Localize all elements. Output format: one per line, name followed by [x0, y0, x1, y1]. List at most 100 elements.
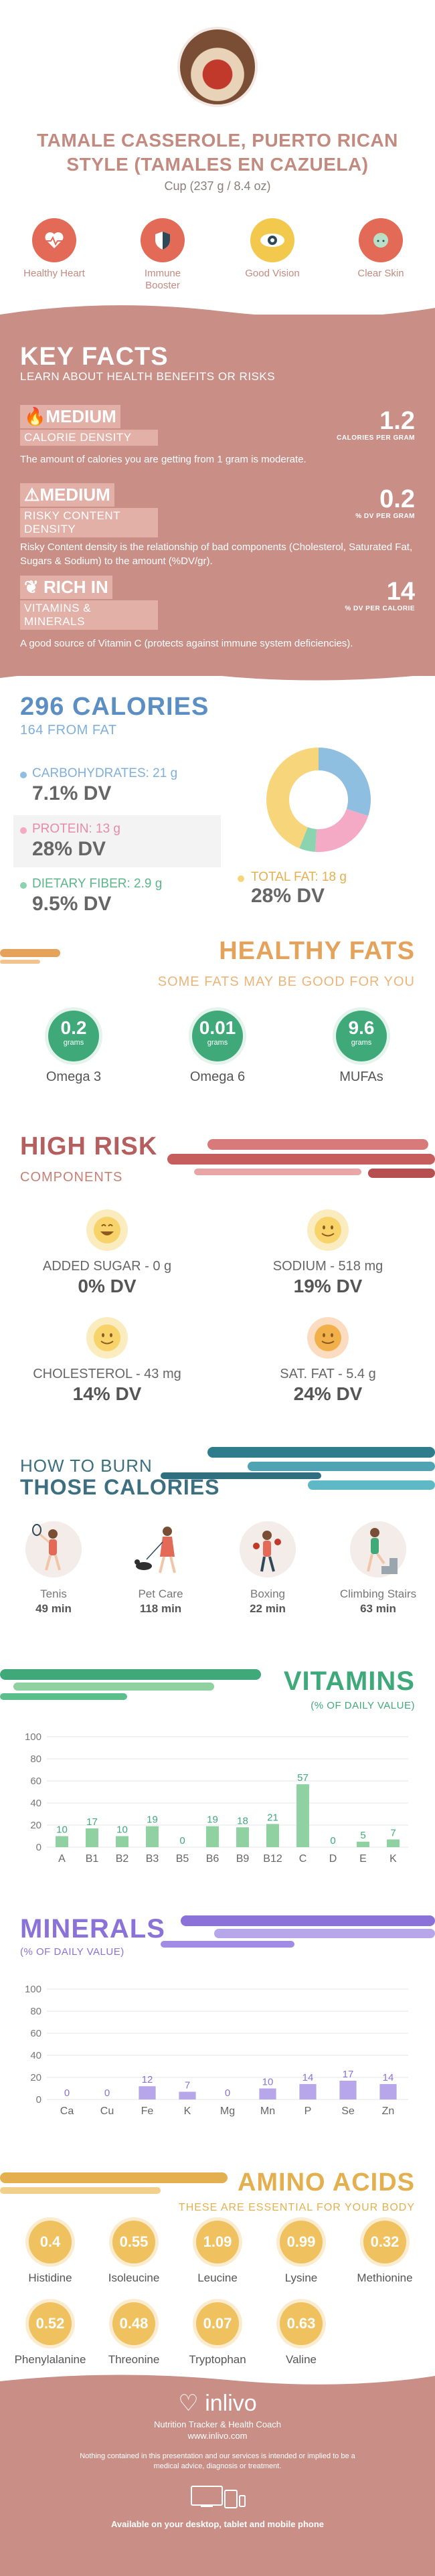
- amino-name: Isoleucine: [108, 2271, 160, 2284]
- heart-logo-icon: ♡: [178, 2391, 205, 2416]
- bar-value-label: 10: [262, 2077, 274, 2088]
- decorative-stripes: [0, 2172, 228, 2194]
- bar-value-label: 0: [104, 2087, 110, 2099]
- calories-title: 296 CALORIES: [20, 693, 209, 721]
- legend-dot: [20, 827, 27, 834]
- eye-icon: [250, 218, 294, 262]
- benefit-label: Good Vision: [245, 268, 300, 279]
- smile-icon: [86, 1317, 128, 1359]
- legend-dot: [20, 772, 27, 778]
- x-tick-label: C: [299, 1853, 307, 1865]
- bar-value-label: 5: [360, 1830, 365, 1841]
- key-facts-title: KEY FACTS: [20, 343, 169, 371]
- amino-lysine: 0.99 Lysine: [261, 2221, 341, 2285]
- fact-description: Risky Content density is the relationshi…: [20, 541, 413, 567]
- fact-risky-content: ⚠MEDIUM RISKY CONTENT DENSITY Risky Cont…: [20, 483, 415, 568]
- amino-name: Leucine: [197, 2271, 238, 2284]
- bar-value-label: 10: [116, 1824, 128, 1836]
- footer-url[interactable]: www.inlivo.com: [187, 2431, 248, 2441]
- amino-badge: 0.52: [29, 2302, 72, 2345]
- x-tick-label: Zn: [382, 2106, 395, 2117]
- footer-disclaimer: Nothing contained in this presentation a…: [80, 2452, 355, 2470]
- bar-Zn: [379, 2083, 397, 2099]
- x-tick-label: Ca: [60, 2106, 74, 2117]
- y-tick-label: 60: [30, 2028, 41, 2039]
- fact-value: 14 % DV PER CALORIE: [345, 578, 415, 612]
- amino-badge: 0.55: [112, 2221, 155, 2263]
- fact-description: The amount of calories you are getting f…: [20, 454, 307, 465]
- healthy-fats-subtitle: SOME FATS MAY BE GOOD FOR YOU: [157, 974, 415, 989]
- bar-B6: [206, 1826, 219, 1847]
- x-tick-label: B6: [206, 1853, 220, 1865]
- bar-value-label: 0: [179, 1835, 185, 1847]
- bar-value-label: 18: [237, 1815, 248, 1826]
- x-tick-label: Mn: [260, 2106, 275, 2117]
- amino-name: Valine: [286, 2353, 317, 2366]
- heart-icon: [32, 218, 76, 262]
- x-tick-label: Se: [341, 2106, 355, 2117]
- fire-icon: 🔥: [24, 406, 46, 426]
- macro-dietary-fiber: DIETARY FIBER: 2.9 g 9.5% DV: [13, 870, 221, 922]
- bar-Se: [339, 2080, 357, 2099]
- minerals-title: MINERALS: [20, 1914, 165, 1944]
- fact-category: CALORIE DENSITY: [20, 430, 158, 446]
- footer-available: Available on your desktop, tablet and mo…: [110, 2519, 325, 2529]
- x-tick-label: B1: [86, 1853, 99, 1865]
- amino-badge: 0.99: [280, 2221, 323, 2263]
- bar-value-label: 10: [56, 1824, 68, 1836]
- benefit-clear-skin: Clear Skin: [344, 218, 418, 280]
- footer: ♡ inlivo Nutrition Tracker & Health Coac…: [0, 2386, 435, 2576]
- bar-K: [179, 2091, 196, 2099]
- bar-value-label: 0: [330, 1835, 335, 1847]
- x-tick-label: B9: [236, 1853, 250, 1865]
- amino-name: Histidine: [28, 2271, 72, 2284]
- x-tick-label: K: [389, 1853, 397, 1865]
- donut-slice-carbohydrates: [319, 748, 371, 817]
- x-tick-label: B3: [146, 1853, 159, 1865]
- fact-value: 1.2 CALORIES PER GRAM: [337, 407, 415, 442]
- donut-slice-protein: [315, 808, 369, 852]
- benefit-healthy-heart: Healthy Heart: [17, 218, 91, 280]
- leaf-icon: ❦: [24, 577, 44, 597]
- amino-phenylalanine: 0.52 Phenylalanine: [10, 2302, 90, 2367]
- face-icon: [359, 218, 403, 262]
- benefit-good-vision: Good Vision: [236, 218, 309, 280]
- fat-mufas: 9.6 grams MUFAs: [315, 1011, 408, 1085]
- y-tick-label: 0: [36, 2094, 41, 2106]
- fat-omega-6: 0.01 grams Omega 6: [171, 1011, 264, 1085]
- footer-brand[interactable]: ♡ inlivo: [178, 2391, 257, 2416]
- bar-E: [357, 1841, 369, 1847]
- footer-tagline: Nutrition Tracker & Health Coach: [153, 2419, 282, 2429]
- amino-badge: 0.4: [29, 2221, 72, 2263]
- x-tick-label: K: [184, 2106, 191, 2117]
- y-tick-label: 80: [30, 2006, 41, 2017]
- amino-name: Threonine: [108, 2353, 160, 2366]
- serving-size: Cup (237 g / 8.4 oz): [164, 179, 271, 193]
- x-tick-label: E: [359, 1853, 367, 1865]
- decorative-stripes: [0, 949, 60, 964]
- bar-B3: [146, 1826, 159, 1847]
- legend-dot: [20, 882, 27, 889]
- amino-badge: 1.09: [196, 2221, 239, 2263]
- x-tick-label: B12: [263, 1853, 282, 1865]
- macro-donut-chart: [266, 748, 371, 852]
- fat-omega-3: 0.2 grams Omega 3: [27, 1011, 120, 1085]
- smile-icon: [307, 1209, 349, 1251]
- fact-level: 🔥MEDIUM: [20, 405, 120, 428]
- amino-threonine: 0.48 Threonine: [94, 2302, 174, 2367]
- benefit-label: Clear Skin: [357, 268, 404, 279]
- bar-A: [56, 1836, 68, 1847]
- bar-P: [299, 2083, 317, 2099]
- fat-badge: 0.01 grams: [192, 1011, 243, 1061]
- donut-slice-total-fat: [266, 748, 319, 849]
- minerals-subtitle: (% OF DAILY VALUE): [20, 1946, 124, 1958]
- y-tick-label: 40: [30, 2050, 41, 2061]
- x-tick-label: B2: [116, 1853, 129, 1865]
- fact-value: 0.2 % DV PER GRAM: [355, 485, 415, 520]
- x-tick-label: Cu: [100, 2106, 114, 2117]
- bar-value-label: 57: [297, 1772, 309, 1784]
- activity-climbing-stairs: Climbing Stairs 63 min: [335, 1519, 422, 1616]
- bar-value-label: 19: [147, 1814, 158, 1826]
- y-tick-label: 60: [30, 1776, 41, 1787]
